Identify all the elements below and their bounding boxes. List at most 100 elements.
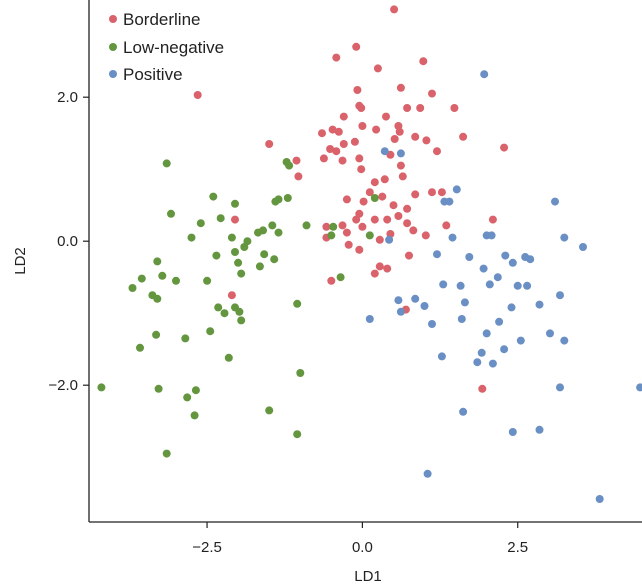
point-low-negative-7 — [167, 210, 175, 218]
point-low-negative-43 — [237, 316, 245, 324]
point-positive-50 — [509, 428, 517, 436]
point-positive-2 — [397, 149, 405, 157]
point-borderline-41 — [294, 172, 302, 180]
point-borderline-4 — [194, 91, 202, 99]
point-borderline-31 — [351, 138, 359, 146]
point-positive-29 — [536, 301, 544, 309]
point-low-negative-38 — [153, 295, 161, 303]
point-borderline-11 — [450, 104, 458, 112]
point-borderline-1 — [332, 54, 340, 62]
point-positive-24 — [486, 280, 494, 288]
point-borderline-14 — [340, 113, 348, 121]
point-low-negative-46 — [152, 331, 160, 339]
x-axis-label: LD1 — [354, 568, 382, 585]
point-positive-6 — [551, 198, 559, 206]
point-borderline-43 — [371, 178, 379, 186]
point-positive-9 — [488, 231, 496, 239]
point-positive-11 — [579, 243, 587, 251]
point-positive-43 — [500, 345, 508, 353]
point-positive-38 — [483, 329, 491, 337]
point-borderline-42 — [381, 175, 389, 183]
point-low-negative-18 — [188, 234, 196, 242]
point-low-negative-28 — [234, 259, 242, 267]
point-low-negative-31 — [172, 277, 180, 285]
point-low-negative-53 — [192, 386, 200, 394]
point-borderline-33 — [433, 147, 441, 155]
x-ticks: −2.5 0.0 2.5 — [192, 522, 528, 556]
point-positive-40 — [546, 329, 554, 337]
point-borderline-30 — [340, 140, 348, 148]
point-borderline-57 — [394, 212, 402, 220]
point-positive-36 — [495, 318, 503, 326]
point-borderline-8 — [428, 90, 436, 98]
point-positive-37 — [428, 320, 436, 328]
point-borderline-47 — [378, 193, 386, 201]
point-low-negative-59 — [366, 231, 374, 239]
point-low-negative-29 — [138, 275, 146, 283]
point-borderline-69 — [422, 231, 430, 239]
point-low-negative-6 — [271, 198, 279, 206]
point-low-negative-39 — [214, 303, 222, 311]
point-low-negative-34 — [256, 262, 264, 270]
point-positive-20 — [494, 273, 502, 281]
point-low-negative-19 — [228, 234, 236, 242]
point-low-negative-57 — [293, 430, 301, 438]
point-low-negative-0 — [163, 159, 171, 167]
point-low-negative-17 — [268, 221, 276, 229]
point-borderline-0 — [390, 5, 398, 13]
point-borderline-40 — [357, 165, 365, 173]
y-tick-label-0: −2.0 — [48, 377, 78, 394]
point-borderline-22 — [372, 126, 380, 134]
point-low-negative-5 — [284, 194, 292, 202]
point-borderline-79 — [228, 291, 236, 299]
point-borderline-38 — [397, 162, 405, 170]
point-low-negative-55 — [191, 411, 199, 419]
point-low-negative-44 — [293, 300, 301, 308]
point-positive-52 — [424, 470, 432, 478]
point-low-negative-47 — [181, 334, 189, 342]
point-positive-4 — [445, 198, 453, 206]
point-borderline-44 — [399, 172, 407, 180]
point-borderline-71 — [376, 236, 384, 244]
point-borderline-10 — [416, 104, 424, 112]
point-borderline-24 — [391, 135, 399, 143]
point-borderline-27 — [265, 140, 273, 148]
point-borderline-76 — [383, 265, 391, 273]
x-tick-label-2: 2.5 — [507, 539, 528, 556]
point-positive-23 — [457, 282, 465, 290]
point-borderline-34 — [320, 154, 328, 162]
point-borderline-7 — [397, 84, 405, 92]
point-positive-47 — [556, 383, 564, 391]
point-positive-28 — [508, 303, 516, 311]
point-borderline-72 — [345, 241, 353, 249]
point-low-negative-12 — [371, 194, 379, 202]
point-positive-46 — [489, 360, 497, 368]
point-borderline-62 — [322, 223, 330, 231]
point-low-negative-16 — [275, 229, 283, 237]
point-positive-5 — [453, 185, 461, 193]
point-borderline-81 — [478, 385, 486, 393]
point-low-negative-15 — [254, 229, 262, 237]
point-low-negative-50 — [296, 369, 304, 377]
point-low-negative-11 — [329, 223, 337, 231]
point-borderline-53 — [403, 205, 411, 213]
point-low-negative-24 — [260, 250, 268, 258]
y-tick-label-2: 2.0 — [57, 89, 78, 106]
point-borderline-77 — [371, 270, 379, 278]
point-borderline-49 — [438, 188, 446, 196]
point-positive-33 — [421, 302, 429, 310]
point-low-negative-36 — [337, 273, 345, 281]
point-borderline-3 — [419, 57, 427, 65]
point-positive-16 — [509, 259, 517, 267]
point-positive-12 — [385, 236, 393, 244]
point-positive-21 — [523, 282, 531, 290]
point-borderline-63 — [339, 221, 347, 229]
point-low-negative-26 — [153, 257, 161, 265]
point-low-negative-27 — [270, 255, 278, 263]
point-low-negative-10 — [303, 221, 311, 229]
point-borderline-15 — [318, 129, 326, 137]
point-borderline-18 — [382, 113, 390, 121]
point-low-negative-48 — [206, 327, 214, 335]
point-positive-10 — [560, 234, 568, 242]
point-borderline-61 — [442, 221, 450, 229]
